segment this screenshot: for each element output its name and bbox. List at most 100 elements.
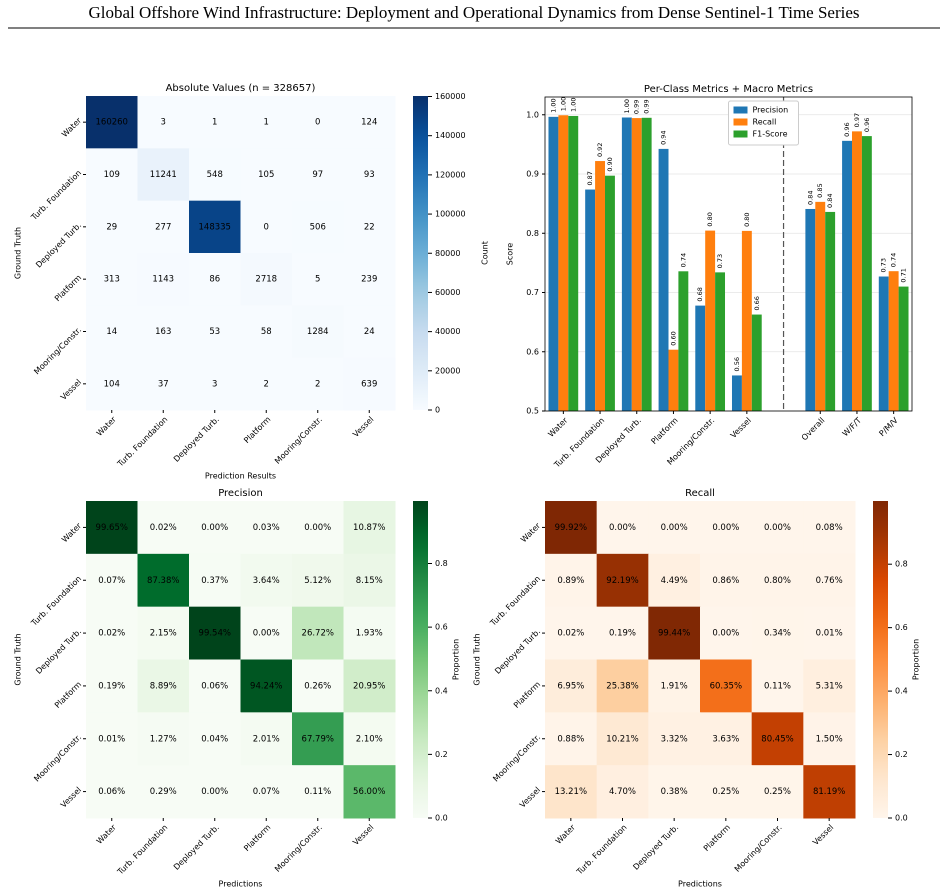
y-tick-label: Vessel [59, 785, 83, 809]
y-tick-label: Vessel [518, 785, 542, 809]
heatmap-cell [189, 305, 241, 359]
cell-label: 1.50% [816, 734, 843, 744]
colorbar-tick-label: 0 [435, 406, 440, 415]
heatmap-cell [86, 253, 138, 306]
cell-label: 0.01% [98, 734, 125, 744]
colorbar-tick-label: 0.8 [435, 559, 448, 568]
colorbar [413, 501, 428, 818]
x-tick-label: Mooring/Constr. [733, 823, 784, 874]
heatmap-cell [343, 200, 396, 254]
heatmap-cell [189, 253, 241, 306]
cell-label: 0.00% [712, 629, 739, 639]
bar [851, 131, 862, 412]
x-axis-label: Predictions [678, 880, 722, 889]
y-tick-label: Turb. Foundation [29, 168, 83, 222]
bar [548, 116, 559, 411]
y-tick-label: Water [60, 521, 84, 545]
cell-label: 506 [310, 222, 326, 232]
heatmap-cell [240, 357, 293, 411]
heatmap-cell [137, 501, 190, 555]
x-tick-label: Platform [242, 823, 272, 853]
cell-label: 2 [315, 379, 320, 389]
heatmap-cell [596, 765, 649, 819]
heatmap-cell [189, 606, 241, 660]
x-axis-label: Predictions [219, 880, 263, 889]
heatmap-cell [751, 712, 804, 766]
heatmap-cell [803, 765, 856, 819]
cell-label: 0.07% [253, 787, 280, 797]
colorbar-tick-label: 0.8 [895, 560, 908, 569]
page-title: Global Offshore Wind Infrastructure: Dep… [88, 3, 859, 22]
cell-label: 99.92% [555, 523, 587, 533]
x-tick-label: Turb. Foundation [115, 823, 169, 877]
cell-label: 3.32% [661, 734, 688, 744]
cell-label: 639 [361, 379, 377, 389]
x-tick-label: Overall [800, 416, 827, 443]
heatmap-cell [189, 765, 241, 819]
cell-label: 0.02% [150, 523, 177, 533]
heatmap-cell [596, 553, 649, 608]
cell-label: 20.95% [353, 681, 385, 691]
bar-value-label: 0.96 [843, 122, 851, 136]
heatmap-cell [343, 659, 396, 713]
y-tick-label: Deployed Turb. [34, 627, 83, 676]
heatmap-cell [292, 712, 344, 766]
heatmap-cell [343, 305, 396, 359]
bar [668, 349, 679, 411]
heatmap-cell [700, 606, 753, 660]
heatmap-cell [343, 553, 396, 608]
bar [878, 276, 889, 411]
cell-label: 148335 [199, 222, 231, 232]
y-tick-label: Mooring/Constr. [491, 733, 542, 784]
heatmap-cell [648, 501, 701, 555]
y-axis-label: Score [506, 243, 515, 265]
cell-label: 1 [264, 118, 269, 128]
cell-label: 0.00% [201, 523, 228, 533]
y-tick-label: 0.6 [526, 347, 539, 356]
heatmap-cell [86, 659, 138, 713]
cell-label: 4.49% [661, 576, 688, 586]
x-tick-label: Platform [242, 415, 272, 445]
cell-label: 8.89% [150, 681, 177, 691]
cell-label: 0.34% [764, 629, 791, 639]
heatmap-cell [189, 659, 241, 713]
heatmap-cell [343, 253, 396, 306]
x-tick-label: Deployed Turb. [172, 415, 221, 464]
cell-label: 0.37% [201, 576, 228, 586]
y-tick-label: Turb. Foundation [29, 574, 83, 628]
colorbar-tick-label: 0.6 [435, 623, 448, 632]
y-axis-label: Ground Truth [14, 227, 23, 279]
bar [898, 286, 909, 411]
x-tick-label: Vessel [351, 415, 375, 439]
x-tick-label: Vessel [729, 416, 753, 440]
cell-label: 1.93% [356, 629, 383, 639]
heatmap-cell [189, 148, 241, 202]
bar [568, 115, 579, 411]
cell-label: 99.65% [96, 523, 128, 533]
y-tick-label: Turb. Foundation [488, 574, 542, 628]
legend-swatch [733, 118, 748, 126]
cell-label: 0.26% [304, 681, 331, 691]
heatmap-cell [751, 659, 804, 713]
bar-value-label: 0.80 [743, 212, 751, 226]
cell-label: 10.87% [353, 523, 385, 533]
cell-label: 25.38% [606, 681, 638, 691]
y-tick-label: Deployed Turb. [34, 221, 83, 270]
cell-label: 11241 [150, 170, 177, 180]
bar-value-label: 1.00 [559, 97, 567, 111]
heatmap-cell [596, 659, 649, 713]
heatmap-cell [137, 148, 190, 202]
bar [695, 305, 706, 411]
bar-value-label: 0.74 [890, 253, 898, 267]
heatmap-cell [545, 501, 598, 555]
heatmap-cell [343, 501, 396, 555]
cell-label: 0.86% [712, 576, 739, 586]
y-tick-label: 0.5 [526, 407, 539, 416]
y-tick-label: Platform [512, 680, 542, 710]
cell-label: 13.21% [555, 787, 587, 797]
cell-label: 0.25% [764, 787, 791, 797]
bar-value-label: 0.94 [660, 130, 668, 144]
cell-label: 239 [361, 275, 377, 285]
bar-value-label: 0.73 [716, 254, 724, 268]
